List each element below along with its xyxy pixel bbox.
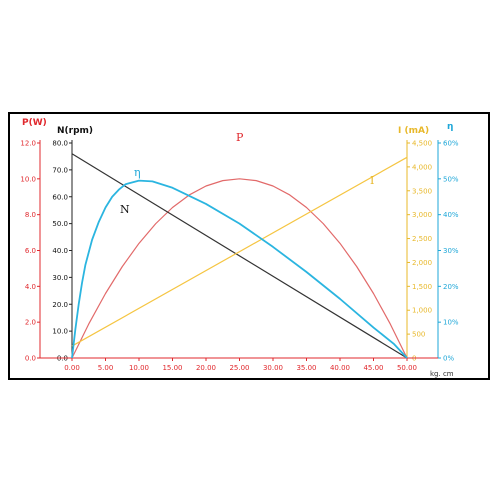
efficiency-tick-label: 20%: [443, 283, 459, 291]
x-tick-label: 5.00: [98, 364, 114, 372]
speed-tick-label: 30.0: [52, 274, 68, 282]
curve-label-current: I: [370, 174, 374, 187]
current-tick-label: 3,000: [412, 211, 432, 219]
series-efficiency-line: [71, 179, 408, 359]
x-tick-label: 35.00: [296, 364, 316, 372]
axes-layer: 0.02.04.06.08.010.012.00.010.020.030.040…: [20, 118, 459, 378]
current-tick-label: 500: [412, 331, 425, 339]
current-axis-title: I (mA): [398, 126, 429, 136]
series-power-line: [71, 178, 408, 359]
power-tick-label: 4.0: [25, 283, 36, 291]
x-tick-label: 0.00: [64, 364, 80, 372]
speed-tick-label: 80.0: [52, 140, 68, 148]
x-tick-label: 15.00: [162, 364, 182, 372]
power-tick-label: 0.0: [25, 355, 36, 363]
x-tick-label: 20.00: [196, 364, 216, 372]
power-tick-label: 12.0: [20, 140, 36, 148]
efficiency-tick-label: 40%: [443, 211, 459, 219]
current-tick-label: 2,000: [412, 259, 432, 267]
efficiency-axis-title: η: [447, 122, 453, 132]
speed-tick-label: 40.0: [52, 247, 68, 255]
power-tick-label: 10.0: [20, 175, 36, 183]
efficiency-tick-label: 0%: [443, 355, 454, 363]
efficiency-tick-label: 50%: [443, 175, 459, 183]
current-tick-label: 1,500: [412, 283, 432, 291]
power-tick-label: 2.0: [25, 319, 36, 327]
speed-tick-label: 70.0: [52, 166, 68, 174]
labels-layer: P N Iη: [120, 131, 374, 216]
x-tick-label: 25.00: [229, 364, 249, 372]
current-tick-label: 4,000: [412, 163, 432, 171]
series-layer: [71, 153, 408, 359]
series-speed-line: [71, 153, 408, 359]
current-tick-label: 3,500: [412, 187, 432, 195]
x-tick-label: 50.00: [397, 364, 417, 372]
speed-tick-label: 60.0: [52, 193, 68, 201]
power-tick-label: 6.0: [25, 247, 36, 255]
x-tick-label: 10.00: [129, 364, 149, 372]
x-unit-label: kg. cm: [430, 370, 454, 378]
series-current-line: [71, 156, 408, 347]
efficiency-tick-label: 60%: [443, 140, 459, 148]
x-tick-label: 45.00: [363, 364, 383, 372]
current-tick-label: 4,500: [412, 140, 432, 148]
speed-tick-label: 50.0: [52, 220, 68, 228]
curve-label-efficiency: η: [134, 166, 141, 179]
efficiency-tick-label: 30%: [443, 247, 459, 255]
current-tick-label: 1,000: [412, 307, 432, 315]
x-tick-label: 30.00: [263, 364, 283, 372]
speed-tick-label: 20.0: [52, 301, 68, 309]
curve-label-power: P: [236, 131, 244, 144]
power-tick-label: 8.0: [25, 211, 36, 219]
speed-axis-title: N(rpm): [57, 126, 93, 136]
power-axis-title: P(W): [22, 118, 47, 128]
x-tick-label: 40.00: [330, 364, 350, 372]
speed-tick-label: 10.0: [52, 328, 68, 336]
current-tick-label: 2,500: [412, 235, 432, 243]
efficiency-tick-label: 10%: [443, 319, 459, 327]
curve-label-speed: N: [120, 203, 130, 216]
